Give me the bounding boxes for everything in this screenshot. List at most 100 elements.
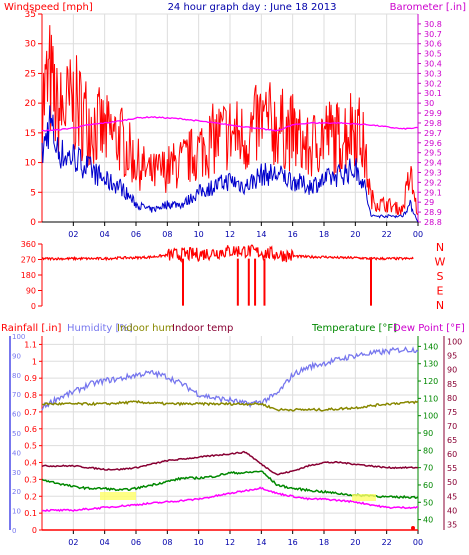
humidity-tick-label: 80 — [12, 372, 21, 380]
dewpoint-tick-label: 40 — [447, 506, 457, 515]
temp-tick-label: 40 — [423, 516, 433, 525]
direction-tick-label: 360 — [21, 240, 36, 249]
left-tick-label: 15 — [25, 129, 36, 139]
x-tick-label: 22 — [382, 538, 392, 547]
compass-label: N — [436, 241, 444, 254]
x-tick-label: 12 — [225, 538, 235, 547]
left-tick-label: 10 — [25, 159, 37, 169]
right-tick-label: 30.5 — [424, 50, 442, 59]
x-tick-label: 14 — [256, 230, 266, 239]
right-tick-label: 29.4 — [424, 159, 442, 168]
dewpoint-tick-label: 65 — [447, 436, 457, 445]
indoor_temp-line — [41, 450, 418, 476]
dewpoint-tick-label: 55 — [447, 464, 457, 473]
left-tick-label: 0 — [30, 218, 36, 228]
compass-label: N — [436, 299, 444, 312]
direction-tick-label: 0 — [31, 302, 36, 311]
rain-tick-label: 0.5 — [24, 442, 37, 451]
right-tick-label: 30.4 — [424, 60, 442, 69]
left-tick-label: 20 — [25, 99, 37, 109]
x-tick-label: 00 — [413, 538, 423, 547]
rain-tick-label: 0.1 — [24, 509, 37, 518]
dewpoint-axis-title: Dew Point [°F] — [393, 323, 465, 334]
dewpoint-tick-label: 85 — [447, 380, 457, 389]
right-tick-label: 30.2 — [424, 79, 442, 88]
right-tick-label: 30.1 — [424, 89, 442, 98]
temp-tick-label: 140 — [423, 342, 438, 351]
rain-tick-label: 0.7 — [24, 408, 37, 417]
barometer-axis-title: Barometer [.in] — [390, 2, 466, 13]
humidity-tick-label: 10 — [12, 508, 21, 516]
temp-tick-label: 90 — [423, 429, 433, 438]
right-tick-label: 28.8 — [424, 218, 442, 227]
end-marker — [411, 526, 415, 530]
right-tick-label: 29 — [424, 198, 434, 207]
dewpoint-tick-label: 100 — [447, 338, 462, 347]
right-tick-label: 28.9 — [424, 208, 442, 217]
right-tick-label: 30.7 — [424, 30, 442, 39]
x-tick-label: 12 — [225, 230, 235, 239]
right-tick-label: 29.7 — [424, 129, 442, 138]
dewpoint-tick-label: 45 — [447, 492, 457, 501]
dewpoint-tick-label: 70 — [447, 422, 457, 431]
x-tick-label: 06 — [131, 538, 141, 547]
dewpoint-tick-label: 90 — [447, 366, 457, 375]
temp-tick-label: 50 — [423, 498, 433, 507]
humidity-tick-label: 100 — [12, 333, 25, 341]
windspeed-axis-title: Windspeed [mph] — [4, 2, 93, 13]
right-tick-label: 29.8 — [424, 119, 442, 128]
temp-tick-label: 70 — [423, 464, 433, 473]
left-tick-label: 35 — [25, 10, 36, 20]
left-tick-label: 25 — [25, 69, 36, 79]
x-tick-label: 14 — [256, 538, 266, 547]
right-tick-label: 30 — [424, 99, 434, 108]
right-tick-label: 29.6 — [424, 139, 442, 148]
highlight-marker — [352, 494, 376, 501]
x-tick-label: 20 — [350, 538, 360, 547]
barometer-line — [41, 115, 419, 132]
humidity-tick-label: 90 — [12, 352, 21, 360]
rain-tick-label: 0.4 — [24, 459, 37, 468]
x-tick-label: 16 — [288, 230, 298, 239]
right-tick-label: 29.1 — [424, 188, 442, 197]
right-tick-label: 30.6 — [424, 40, 442, 49]
x-tick-label: 22 — [382, 230, 392, 239]
wind-avg-line — [41, 105, 419, 223]
temp-tick-label: 120 — [423, 377, 438, 386]
compass-label: W — [435, 256, 446, 269]
temp-tick-label: 130 — [423, 360, 438, 369]
right-tick-label: 29.5 — [424, 149, 442, 158]
highlight-marker — [100, 492, 136, 500]
right-tick-label: 29.3 — [424, 168, 442, 177]
compass-label: E — [437, 285, 444, 298]
direction-tick-label: 270 — [21, 256, 36, 265]
x-tick-label: 04 — [100, 538, 110, 547]
humidity-line — [41, 346, 419, 411]
humidity-tick-label: 40 — [12, 449, 21, 457]
x-tick-label: 06 — [131, 230, 141, 239]
x-tick-label: 00 — [413, 230, 423, 239]
temp-tick-label: 80 — [423, 446, 433, 455]
temp-tick-label: 110 — [423, 394, 438, 403]
x-tick-label: 18 — [319, 538, 329, 547]
x-tick-label: 10 — [194, 538, 204, 547]
compass-label: S — [437, 270, 444, 283]
rainfall-axis-title: Rainfall [.in] — [1, 323, 62, 334]
left-tick-label: 5 — [30, 188, 36, 198]
rain-tick-label: 0.8 — [24, 391, 37, 400]
humidity-tick-label: 50 — [12, 430, 21, 438]
right-tick-label: 30.3 — [424, 69, 442, 78]
indoor_hum-line — [41, 399, 419, 412]
x-tick-label: 20 — [350, 230, 360, 239]
indoor-temp-title: Indoor temp — [172, 323, 233, 334]
humidity-tick-label: 20 — [12, 488, 21, 496]
chart-title: 24 hour graph day : June 18 2013 — [168, 2, 337, 13]
dewpoint-tick-label: 35 — [447, 520, 457, 529]
wind-gust-line — [41, 25, 419, 216]
wind-direction-line — [41, 244, 414, 263]
right-tick-label: 29.9 — [424, 109, 442, 118]
dew_point-line — [41, 486, 419, 513]
rain-tick-label: 0.9 — [24, 374, 37, 383]
